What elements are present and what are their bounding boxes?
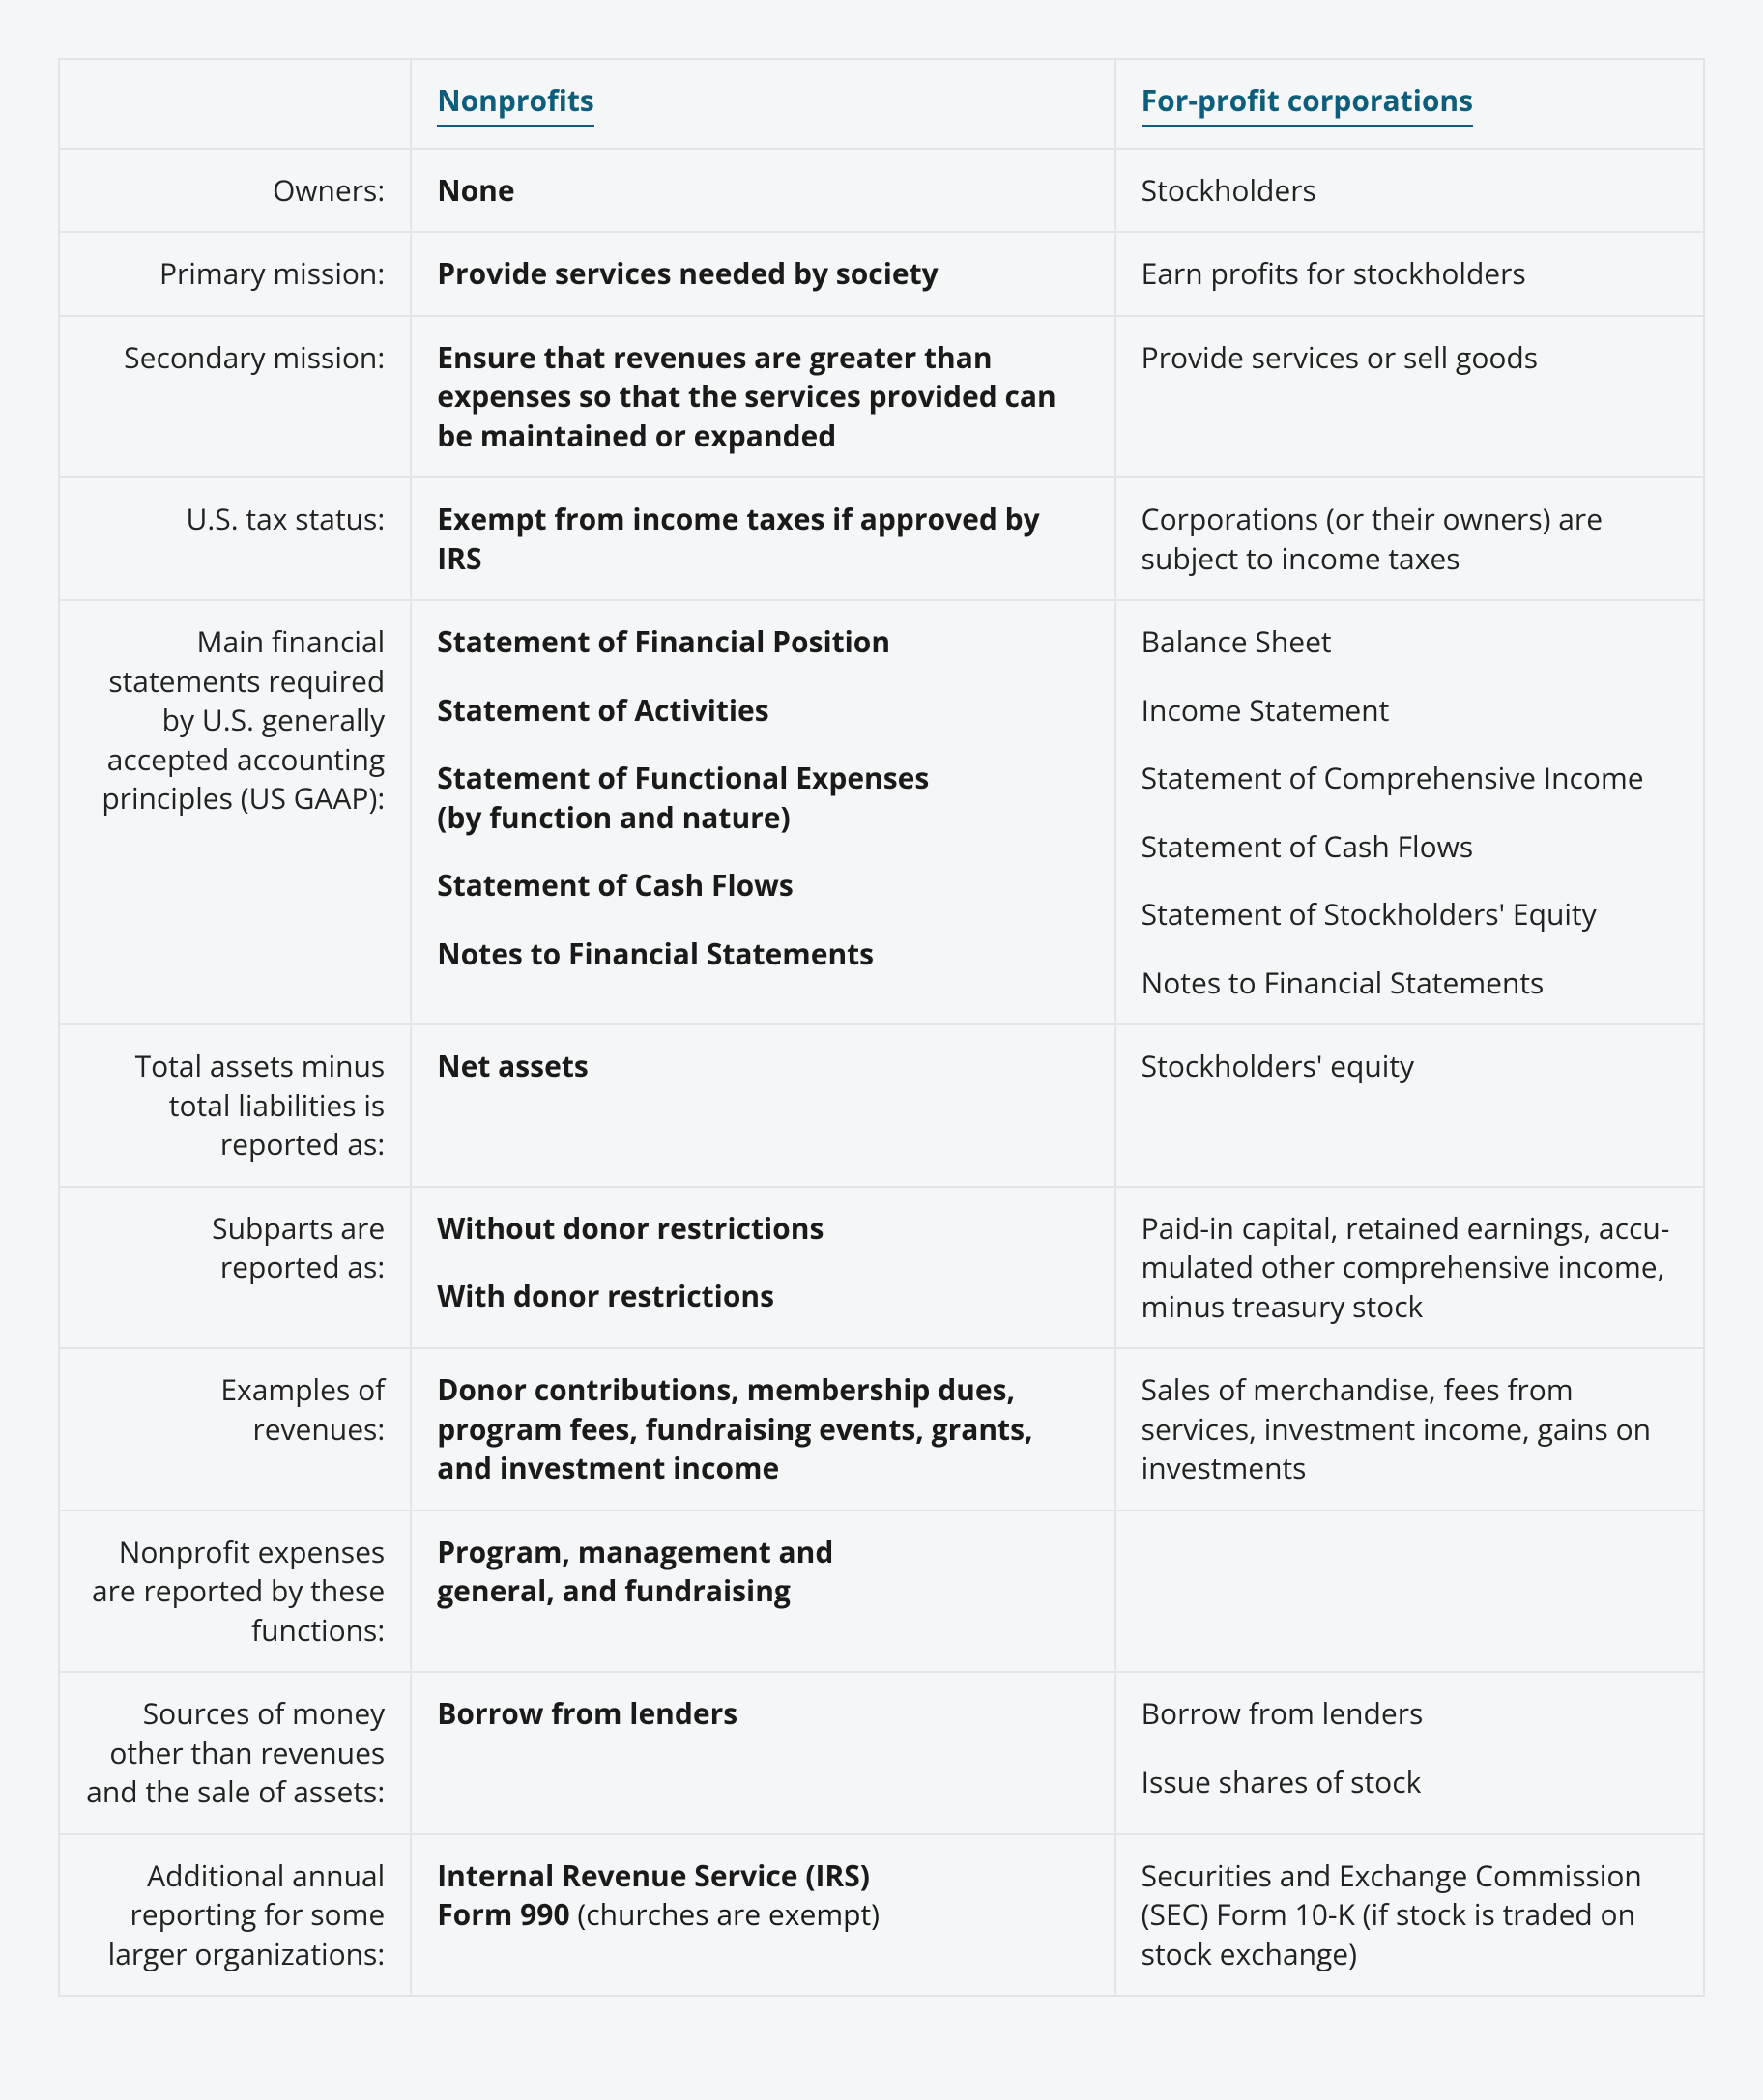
row-revenues: Examples of revenues: Donor contribution… xyxy=(59,1348,1704,1510)
fp-fs-item-2: Statement of Comprehensive Income xyxy=(1142,759,1678,798)
attr-revenues: Examples of revenues: xyxy=(59,1348,411,1510)
attr-secondary-mission: Secondary mission: xyxy=(59,316,411,478)
header-nonprofits: Nonprofits xyxy=(411,59,1114,149)
fp-fs-item-1: Income Statement xyxy=(1142,691,1678,731)
attr-financial-statements: Main financial statements required by U.… xyxy=(59,600,411,1024)
fp-expenses-functions xyxy=(1115,1510,1704,1673)
fp-other-money-0: Borrow from lenders xyxy=(1142,1694,1678,1734)
fp-tax-status: Corporations (or their owners) are subje… xyxy=(1115,477,1704,600)
header-forprofit: For-profit corporations xyxy=(1115,59,1704,149)
row-primary-mission: Primary mission: Provide services needed… xyxy=(59,232,1704,316)
row-additional-reporting: Additional annual reporting for some lar… xyxy=(59,1834,1704,1997)
fp-other-money-1: Issue shares of stock xyxy=(1142,1763,1678,1802)
fp-fs-item-5: Statement of Stockholders' Equity xyxy=(1142,895,1678,935)
forprofit-link[interactable]: For-profit corporations xyxy=(1142,81,1473,127)
fp-primary-mission: Earn profits for stockholders xyxy=(1115,232,1704,316)
np-revenues: Donor contributions, membership dues, pr… xyxy=(411,1348,1114,1510)
np-additional-reporting: Internal Revenue Service (IRS)Form 990 (… xyxy=(411,1834,1114,1997)
attr-subparts: Subparts are reported as: xyxy=(59,1187,411,1349)
row-subparts: Subparts are reported as: Without donor … xyxy=(59,1187,1704,1349)
fp-revenues: Sales of merchandise, fees from services… xyxy=(1115,1348,1704,1510)
np-owners: None xyxy=(411,149,1114,233)
row-financial-statements: Main financial statements required by U.… xyxy=(59,600,1704,1024)
row-expenses-functions: Nonprofit expenses are reported by these… xyxy=(59,1510,1704,1673)
comparison-table: Nonprofits For-profit corporations Owner… xyxy=(58,58,1705,1997)
fp-net-label: Stockholders' equity xyxy=(1115,1024,1704,1187)
np-secondary-mission: Ensure that revenues are greater than ex… xyxy=(411,316,1114,478)
fp-subparts: Paid-in capital, retained earnings, accu… xyxy=(1115,1187,1704,1349)
attr-primary-mission: Primary mission: xyxy=(59,232,411,316)
np-subparts-0: Without donor restrictions xyxy=(437,1209,1088,1249)
nonprofits-link[interactable]: Nonprofits xyxy=(437,81,594,127)
np-subparts: Without donor restrictions With donor re… xyxy=(411,1187,1114,1349)
fp-owners: Stockholders xyxy=(1115,149,1704,233)
np-subparts-1: With donor restrictions xyxy=(437,1277,1088,1316)
attr-expenses-functions: Nonprofit expenses are reported by these… xyxy=(59,1510,411,1673)
attr-other-money: Sources of money other than revenuesand … xyxy=(59,1672,411,1834)
attr-tax-status: U.S. tax status: xyxy=(59,477,411,600)
row-tax-status: U.S. tax status: Exempt from income taxe… xyxy=(59,477,1704,600)
fp-additional-reporting: Securities and Exchange Commission (SEC)… xyxy=(1115,1834,1704,1997)
np-expenses-functions: Program, management andgeneral, and fund… xyxy=(411,1510,1114,1673)
row-owners: Owners: None Stockholders xyxy=(59,149,1704,233)
row-net-label: Total assets minus total liabilities is … xyxy=(59,1024,1704,1187)
np-fs-item-6: Notes to Financial Statements xyxy=(437,935,1088,974)
np-net-label: Net assets xyxy=(411,1024,1114,1187)
np-fs-item-0: Statement of Financial Position xyxy=(437,622,1088,662)
table-header-row: Nonprofits For-profit corporations xyxy=(59,59,1704,149)
np-primary-mission: Provide services needed by society xyxy=(411,232,1114,316)
row-secondary-mission: Secondary mission: Ensure that revenues … xyxy=(59,316,1704,478)
fp-fs-item-6: Notes to Financial Statements xyxy=(1142,964,1678,1003)
np-fs-item-1: Statement of Activities xyxy=(437,691,1088,731)
np-fs-item-4: Statement of Cash Flows xyxy=(437,866,1088,906)
fp-fs-item-0: Balance Sheet xyxy=(1142,622,1678,662)
fp-secondary-mission: Provide services or sell goods xyxy=(1115,316,1704,478)
np-fs-item-3: Statement of Functional Expenses(by func… xyxy=(437,759,1088,837)
attr-net-label: Total assets minus total liabilities is … xyxy=(59,1024,411,1187)
np-other-money: Borrow from lenders xyxy=(411,1672,1114,1834)
header-blank xyxy=(59,59,411,149)
np-financial-statements: Statement of Financial Position Statemen… xyxy=(411,600,1114,1024)
fp-financial-statements: Balance Sheet Income Statement Statement… xyxy=(1115,600,1704,1024)
attr-additional-reporting: Additional annual reporting for some lar… xyxy=(59,1834,411,1997)
fp-fs-item-4: Statement of Cash Flows xyxy=(1142,827,1678,867)
fp-other-money: Borrow from lenders Issue shares of stoc… xyxy=(1115,1672,1704,1834)
row-other-money: Sources of money other than revenuesand … xyxy=(59,1672,1704,1834)
comparison-table-page: Nonprofits For-profit corporations Owner… xyxy=(0,0,1763,2055)
np-add-rep-rest: (churches are exempt) xyxy=(570,1894,880,1934)
np-tax-status: Exempt from income taxes if approved by … xyxy=(411,477,1114,600)
attr-owners: Owners: xyxy=(59,149,411,233)
